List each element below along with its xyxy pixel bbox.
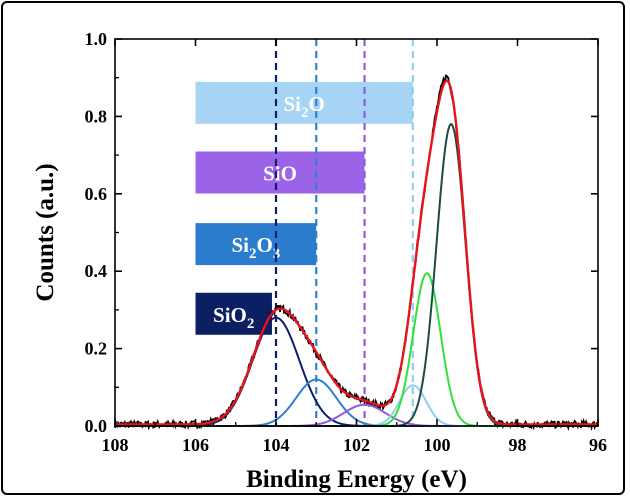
y-tick-label: 0.2	[85, 339, 108, 359]
series-raw-data	[114, 74, 599, 432]
band-sio2	[195, 292, 272, 335]
series-envelope-fit	[115, 79, 598, 426]
band-label-sio: SiO	[263, 162, 297, 186]
band-si2o3	[195, 223, 317, 266]
axes-layer: 108 106 104 102 100 98 96 0.0 0.2 0.4 0.6 0.8 1.0	[85, 29, 608, 455]
y-tick-label: 0.0	[85, 416, 108, 436]
band-label-si2o3: Si2O3	[231, 233, 280, 262]
series-component-sio2	[115, 316, 598, 427]
y-tick-label: 1.0	[85, 29, 108, 49]
x-tick-label: 106	[182, 435, 209, 455]
x-tick-label: 108	[102, 435, 129, 455]
reference-line-layer	[274, 39, 414, 426]
band-label-sio2: SiO2	[213, 303, 254, 332]
curve-layer	[114, 74, 599, 432]
x-tick-label: 100	[424, 435, 451, 455]
y-axis-title: Counts (a.u.)	[32, 163, 59, 301]
x-tick-label: 98	[509, 435, 527, 455]
x-tick-label: 96	[589, 435, 607, 455]
x-axis-title: Binding Energy (eV)	[246, 466, 467, 493]
band-sio	[195, 151, 365, 194]
x-tick-label: 102	[343, 435, 370, 455]
band-si2o	[195, 81, 413, 124]
band-layer: Si2OSiOSi2O3SiO2	[195, 81, 413, 335]
y-tick-label: 0.6	[85, 184, 108, 204]
series-component-si_green	[115, 272, 598, 427]
x-tick-label: 104	[263, 435, 290, 455]
y-tick-label: 0.4	[85, 261, 108, 281]
y-tick-label: 0.8	[85, 106, 108, 126]
xps-chart: Si2OSiOSi2O3SiO2 10810610410210098960.00…	[32, 29, 608, 493]
